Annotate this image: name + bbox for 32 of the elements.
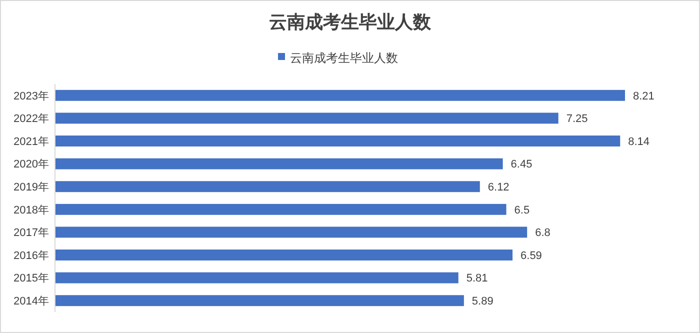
y-tick-label: 2015年 (14, 272, 49, 285)
y-tick-label: 2020年 (14, 158, 49, 171)
y-tick-label: 2017年 (14, 227, 49, 240)
y-tick-label: 2019年 (14, 181, 49, 194)
data-label: 8.14 (628, 136, 650, 148)
y-tick-label: 2016年 (14, 250, 49, 262)
bar (55, 90, 625, 101)
bar (55, 272, 458, 284)
bar (55, 136, 620, 146)
data-label: 5.89 (472, 295, 494, 308)
y-tick-label: 2018年 (14, 204, 49, 216)
data-label: 5.81 (466, 272, 488, 285)
data-label: 6.5 (514, 204, 530, 216)
data-label: 6.12 (488, 181, 510, 194)
bar (55, 295, 464, 306)
data-label: 6.8 (535, 227, 550, 240)
data-label: 6.45 (510, 158, 532, 171)
chart-title: 云南成考生毕业人数 (269, 12, 432, 33)
bar (55, 250, 513, 260)
bar (55, 181, 480, 192)
data-label: 8.21 (633, 90, 654, 102)
bar (55, 226, 528, 238)
y-tick-label: 2014年 (14, 295, 49, 308)
data-label: 7.25 (566, 113, 588, 126)
bar (55, 204, 506, 215)
bar (55, 158, 503, 170)
y-tick-label: 2022年 (14, 113, 49, 126)
data-label: 6.59 (520, 250, 542, 262)
legend-label: 云南成考生毕业人数 (290, 51, 398, 66)
y-tick-label: 2023年 (14, 90, 49, 102)
y-tick-label: 2021年 (14, 136, 49, 148)
bar (55, 112, 558, 124)
